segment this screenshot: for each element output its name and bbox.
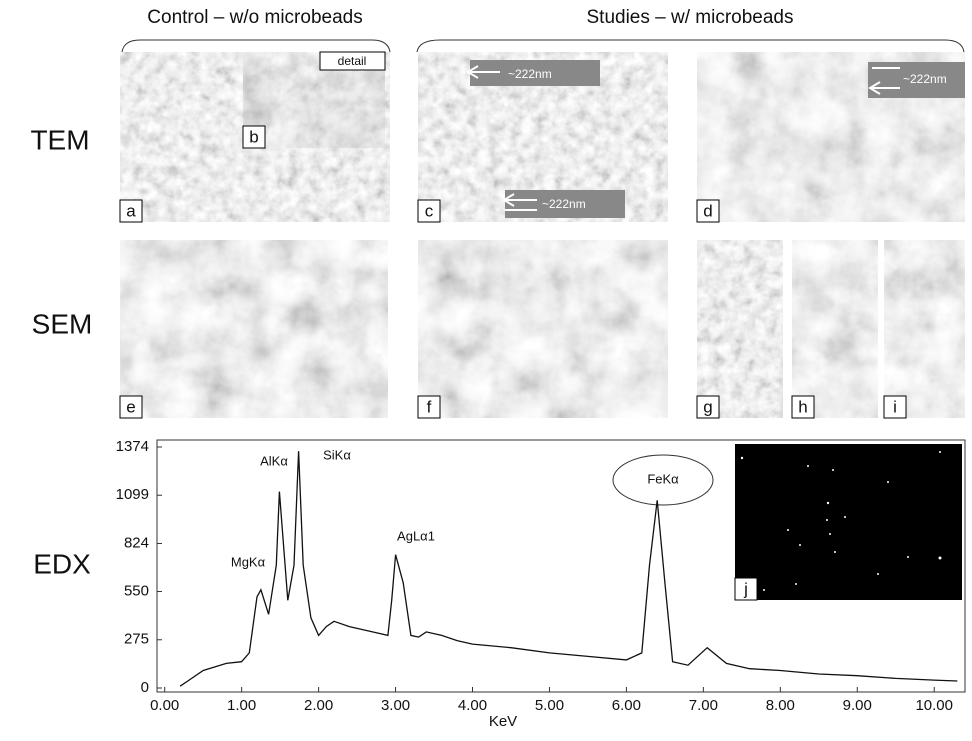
header-left: Control – w/o microbeads (147, 7, 362, 28)
x-tick-label: 4.00 (458, 697, 487, 714)
panel-label: e (126, 397, 135, 416)
panel-label-box (696, 395, 720, 419)
panel-label-box (417, 199, 441, 223)
row-label: SEM (32, 308, 93, 339)
header-right: Studies – w/ microbeads (587, 7, 794, 28)
y-tick-label: 0 (141, 679, 149, 696)
x-tick-label: 6.00 (612, 697, 641, 714)
y-tick-label: 550 (124, 582, 149, 599)
panel-label: d (703, 201, 712, 220)
map-dots (740, 451, 942, 591)
x-axis-label: KeV (489, 713, 517, 730)
brace (121, 39, 391, 53)
x-tick-label: 2.00 (304, 697, 333, 714)
panel-label: b (249, 127, 258, 146)
scale-note: ~222nm (903, 72, 947, 86)
x-tick-label: 7.00 (689, 697, 718, 714)
micrograph (120, 240, 388, 418)
x-tick-label: 9.00 (843, 697, 872, 714)
x-tick-label: 5.00 (535, 697, 564, 714)
panel-label: h (798, 397, 807, 416)
peak-label: AgLα1 (397, 528, 435, 543)
panel-label: g (703, 397, 712, 416)
y-tick-label: 1099 (116, 486, 149, 503)
scale-box (505, 190, 625, 218)
peak-label: SiKα (323, 447, 351, 462)
scale-note: ~222nm (508, 67, 552, 81)
panel-label: f (427, 397, 432, 416)
panel-label: a (126, 201, 136, 220)
arrow (868, 67, 900, 95)
x-tick-label: 1.00 (227, 697, 256, 714)
plot-frame (156, 439, 966, 693)
panel-label-box (696, 199, 720, 223)
panel-label: c (425, 201, 434, 220)
detail-box (319, 51, 386, 71)
x-tick-label: 3.00 (381, 697, 410, 714)
x-tick-label: 8.00 (766, 697, 795, 714)
panel-label-box (734, 577, 758, 601)
arrow (466, 65, 500, 79)
panel-label: j (743, 579, 748, 598)
micrograph (697, 240, 783, 418)
scale-note: ~222nm (542, 197, 586, 211)
row-label: EDX (33, 548, 91, 579)
panel-label-box (791, 395, 815, 419)
row-label: TEM (30, 124, 89, 155)
y-tick-label: 275 (124, 631, 149, 648)
panel-label-box (417, 395, 441, 419)
panel-label: i (893, 397, 897, 416)
peak-label: FeKα (647, 471, 679, 486)
y-tick-label: 1374 (116, 438, 149, 455)
y-tick-label: 824 (124, 534, 149, 551)
peak-label: MgKα (231, 554, 266, 569)
spectrum-line (179, 451, 958, 687)
micrograph (792, 240, 878, 418)
edx-map (735, 444, 962, 600)
panel-label-box (242, 125, 266, 149)
peak-highlight (612, 454, 714, 506)
micrograph (884, 240, 965, 418)
x-tick-label: 0.00 (150, 697, 179, 714)
brace (416, 39, 965, 53)
panel-label-box (883, 395, 907, 419)
arrow (502, 193, 537, 211)
panel-label-box (119, 199, 143, 223)
detail-label: detail (338, 54, 367, 68)
panel-label-box (119, 395, 143, 419)
peak-label: AlKα (260, 453, 288, 468)
x-tick-label: 10.00 (915, 697, 953, 714)
micrograph (418, 240, 668, 418)
